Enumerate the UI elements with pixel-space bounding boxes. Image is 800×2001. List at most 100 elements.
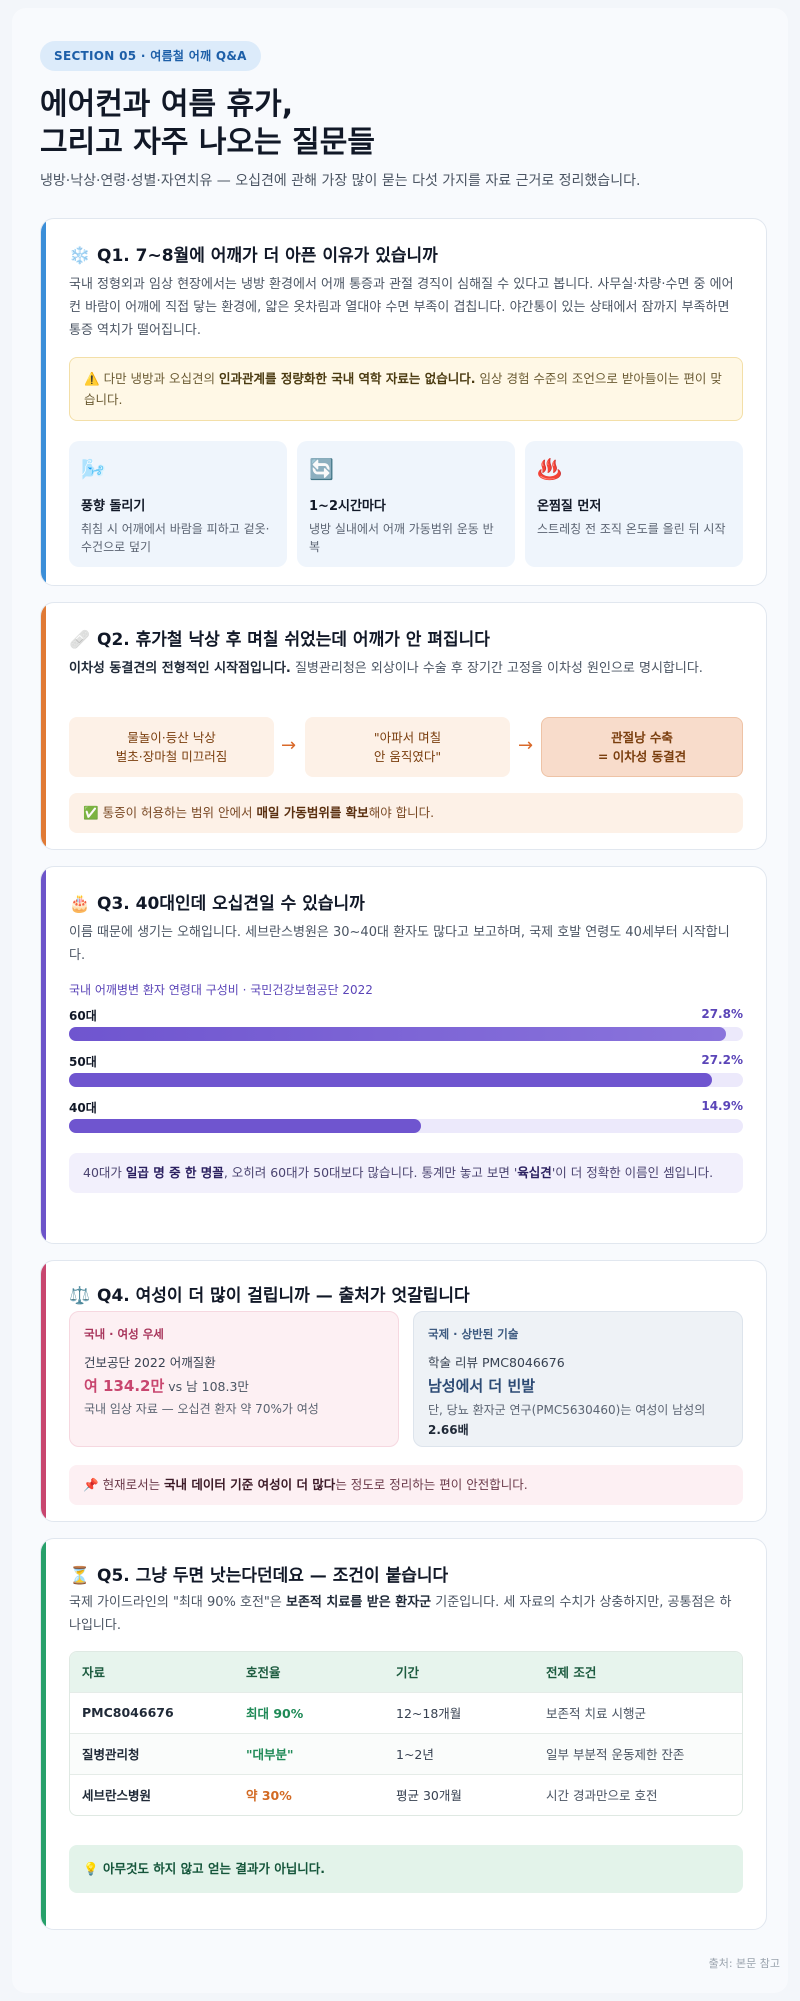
female-count: 여 134.2만 — [84, 1377, 165, 1395]
q4-note-bold: 국내 데이터 기준 여성이 더 많다 — [164, 1477, 336, 1492]
bar-track — [69, 1027, 743, 1041]
column-header: 전제 조건 — [534, 1652, 742, 1692]
q5-body-text: 국제 가이드라인의 "최대 90% 호전"은 — [69, 1595, 286, 1610]
title-line-1: 에어컨과 여름 휴가, — [40, 87, 294, 122]
category-label: 50대 — [69, 1055, 97, 1069]
bar — [69, 1073, 713, 1087]
column-header: 호전율 — [234, 1652, 384, 1692]
tip-interval: 🔄 1~2시간마다 냉방 실내에서 어깨 가동범위 운동 반복 — [297, 441, 515, 567]
international-note: 단, 당뇨 환자군 연구(PMC5630460)는 여성이 남성의 — [428, 1403, 706, 1417]
table-header-row: 자료 호전율 기간 전제 조건 — [70, 1652, 742, 1692]
cake-icon: 🎂 — [69, 894, 91, 914]
international-tag: 국제 · 상반된 기술 — [428, 1327, 519, 1341]
q1-title: ❄️ Q1. 7~8월에 어깨가 더 아픈 이유가 있습니까 — [69, 241, 438, 266]
q5-title: ⏳ Q5. 그냥 두면 낫는다던데요 — 조건이 붙습니다 — [69, 1561, 448, 1586]
table-row: PMC8046676 최대 90% 12~18개월 보존적 치료 시행군 — [70, 1691, 742, 1733]
hourglass-icon: ⏳ — [69, 1566, 91, 1586]
q5-body: 국제 가이드라인의 "최대 90% 호전"은 보존적 치료를 받은 환자군 기준… — [69, 1591, 739, 1637]
q4-accent-bar — [41, 1261, 46, 1521]
male-count: vs 남 108.3만 — [164, 1379, 249, 1394]
tip-warm-compress: ♨️ 온찜질 먼저 스트레칭 전 조직 온도를 올린 뒤 시작 — [525, 441, 743, 567]
q2-note-text: 통증이 허용하는 범위 안에서 — [102, 805, 257, 820]
source-footer: 출처: 본문 참고 — [708, 1957, 780, 1970]
q2-title-text: Q2. 휴가철 낙상 후 며칠 쉬었는데 어깨가 안 펴집니다 — [97, 630, 490, 650]
flow-step-line: 물놀이·등산 낙상 — [127, 730, 216, 745]
q4-title: ⚖️ Q4. 여성이 더 많이 걸립니까 — 출처가 엇갈립니다 — [69, 1281, 470, 1306]
value-label: 27.8% — [701, 1007, 743, 1021]
q3-body: 이름 때문에 생기는 오해입니다. 세브란스병원은 30~40대 환자도 많다고… — [69, 925, 730, 963]
q2-card: 🩹 Q2. 휴가철 낙상 후 며칠 쉬었는데 어깨가 안 펴집니다 이차성 동결견… — [40, 602, 767, 850]
domestic-note: 국내 임상 자료 — 오십견 환자 약 70%가 여성 — [84, 1402, 319, 1416]
q4-card: ⚖️ Q4. 여성이 더 많이 걸립니까 — 출처가 엇갈립니다 국내 · 여성 … — [40, 1260, 767, 1522]
table-cell: 약 30% — [234, 1773, 384, 1815]
q4-note: 📌 현재로서는 국내 데이터 기준 여성이 더 많다는 정도로 정리하는 편이 … — [69, 1465, 743, 1505]
lightbulb-icon: 💡 — [83, 1861, 99, 1876]
domestic-source: 건보공단 2022 어깨질환 — [84, 1355, 216, 1370]
flow-step-frozen: 관절낭 수축 = 이차성 동결견 — [541, 717, 743, 777]
flow-step-line: = 이차성 동결견 — [597, 749, 687, 764]
table-row: 세브란스병원 약 30% 평균 30개월 시간 경과만으로 호전 — [70, 1773, 742, 1815]
q3-accent-bar — [41, 867, 46, 1243]
bar-track — [69, 1073, 743, 1087]
q5-card: ⏳ Q5. 그냥 두면 낫는다던데요 — 조건이 붙습니다 국제 가이드라인의 "… — [40, 1538, 767, 1930]
table-cell: 시간 경과만으로 호전 — [534, 1773, 742, 1815]
q2-note-tail: 해야 합니다. — [368, 805, 435, 820]
scales-icon: ⚖️ — [69, 1286, 91, 1306]
flow-step-line: 안 움직였다" — [373, 749, 442, 764]
value-label: 14.9% — [701, 1099, 743, 1113]
q2-body-bold: 이차성 동결견의 전형적인 시작점입니다. — [69, 661, 291, 676]
title-line-2: 그리고 자주 나오는 질문들 — [40, 125, 375, 160]
international-finding: 남성에서 더 빈발 — [428, 1377, 536, 1395]
category-label: 40대 — [69, 1101, 97, 1115]
column-header: 자료 — [70, 1652, 234, 1692]
column-header: 기간 — [384, 1652, 534, 1692]
arrow-right-icon: → — [518, 735, 534, 756]
q4-note-tail: 는 정도로 정리하는 편이 안전합니다. — [335, 1477, 528, 1492]
q2-note-bold: 매일 가동범위를 확보 — [256, 805, 369, 820]
table-cell: 최대 90% — [234, 1691, 384, 1733]
q4-note-text: 현재로서는 — [102, 1477, 165, 1492]
value-label: 27.2% — [701, 1053, 743, 1067]
table-cell: 1~2년 — [384, 1732, 534, 1774]
bar-track — [69, 1119, 743, 1133]
q1-body: 국내 정형외과 임상 현장에서는 냉방 환경에서 어깨 통증과 관절 경직이 심… — [69, 277, 734, 338]
bar-label: 40대 14.9% — [69, 1099, 743, 1116]
q5-body-bold: 보존적 치료를 받은 환자군 — [286, 1595, 432, 1610]
hot-springs-icon: ♨️ — [537, 457, 562, 481]
tip-wind-direction: 🌬️ 풍향 돌리기 취침 시 어깨에서 바람을 피하고 겉옷·수건으로 덮기 — [69, 441, 287, 567]
tip-desc: 취침 시 어깨에서 바람을 피하고 겉옷·수건으로 덮기 — [81, 522, 270, 554]
table-cell: 12~18개월 — [384, 1691, 534, 1733]
q1-title-text: Q1. 7~8월에 어깨가 더 아픈 이유가 있습니까 — [97, 246, 438, 266]
q3-note-bold: 일곱 명 중 한 명꼴 — [125, 1165, 224, 1180]
check-icon: ✅ — [83, 805, 99, 820]
bar — [69, 1119, 422, 1133]
q5-note-text: 아무것도 하지 않고 얻는 결과가 아닙니다. — [102, 1861, 325, 1876]
bar — [69, 1027, 727, 1041]
domestic-box: 국내 · 여성 우세 건보공단 2022 어깨질환 여 134.2만 vs 남 … — [69, 1311, 399, 1447]
snowflake-icon: ❄️ — [69, 246, 91, 266]
bandage-icon: 🩹 — [69, 630, 91, 650]
tip-title: 온찜질 먼저 — [537, 499, 602, 514]
q2-accent-bar — [41, 603, 46, 849]
category-label: 60대 — [69, 1009, 97, 1023]
q1-warning-bold: 인과관계를 정량화한 국내 역학 자료는 없습니다. — [218, 371, 476, 386]
section-badge: SECTION 05 · 여름철 어깨 Q&A — [40, 41, 261, 71]
q3-note: 40대가 일곱 명 중 한 명꼴, 오히려 60대가 50대보다 많습니다. 통… — [69, 1153, 743, 1193]
q3-note-text: 40대가 — [83, 1165, 126, 1180]
q2-body: 이차성 동결견의 전형적인 시작점입니다. 질병관리청은 외상이나 수술 후 장… — [69, 657, 739, 680]
recovery-table: 자료 호전율 기간 전제 조건 PMC8046676 최대 90% 12~18개… — [69, 1651, 743, 1816]
international-ratio: 2.66배 — [428, 1423, 469, 1437]
tip-desc: 스트레칭 전 조직 온도를 올린 뒤 시작 — [537, 522, 726, 536]
flow-step-line: "아파서 며칠 — [373, 730, 442, 745]
warning-icon: ⚠️ — [84, 371, 100, 386]
domestic-tag: 국내 · 여성 우세 — [84, 1327, 164, 1341]
bar-label: 50대 27.2% — [69, 1053, 743, 1070]
flow-step-line: 벌초·장마철 미끄러짐 — [115, 749, 228, 764]
flow-step-line: 관절낭 수축 — [611, 730, 673, 745]
table-cell: 보존적 치료 시행군 — [534, 1691, 742, 1733]
international-source: 학술 리뷰 PMC8046676 — [428, 1355, 565, 1370]
table-cell: 평균 30개월 — [384, 1773, 534, 1815]
bar-label: 60대 27.8% — [69, 1007, 743, 1024]
